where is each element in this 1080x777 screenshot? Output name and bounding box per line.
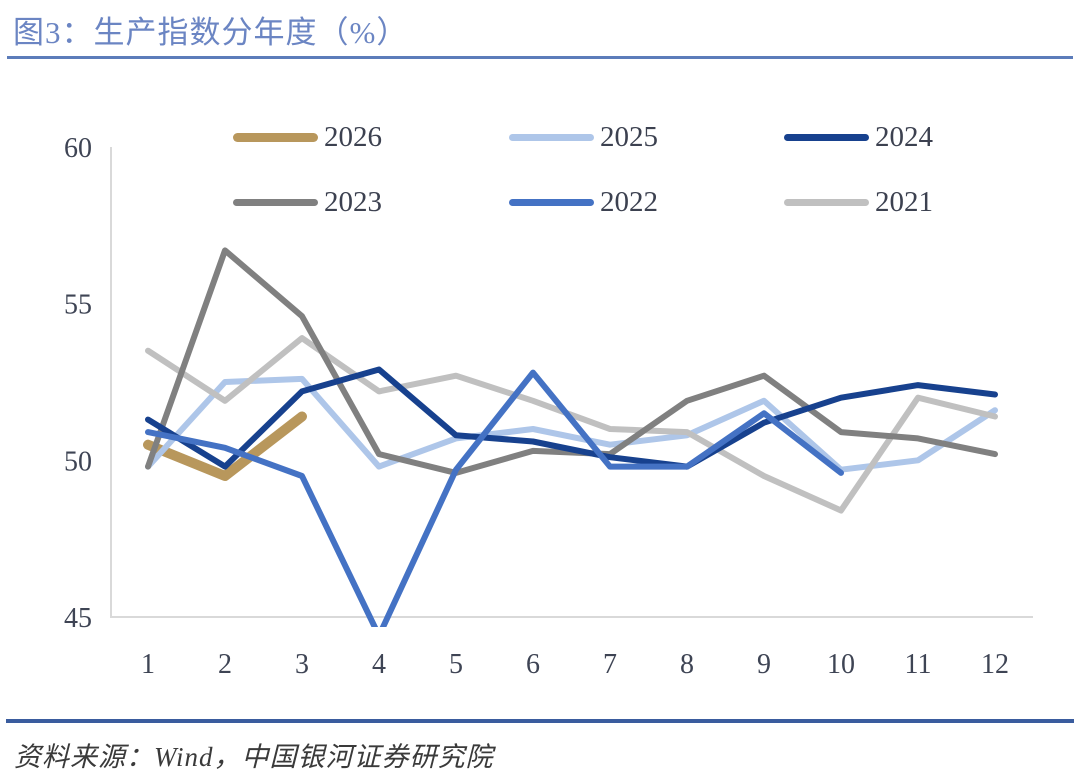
legend-swatch-2021 (784, 198, 869, 206)
figure-bottom-rule (6, 719, 1074, 723)
legend-label-2026: 2026 (324, 120, 382, 153)
x-tick-label: 10 (827, 649, 855, 680)
legend-label-2021: 2021 (875, 185, 933, 218)
y-tick-label: 60 (64, 133, 92, 164)
series-line-2024 (145, 366, 998, 470)
y-tick-label: 55 (64, 290, 92, 321)
x-tick-label: 12 (981, 649, 1009, 680)
legend-item-2021: 2021 (784, 186, 933, 218)
y-tick-label: 50 (64, 446, 92, 477)
legend-swatch-2023 (233, 198, 318, 206)
source-note: 资料来源：Wind，中国银河证券研究院 (14, 742, 494, 772)
legend-item-2022: 2022 (509, 186, 658, 218)
axis-lines (110, 147, 1033, 618)
legend-swatch-2024 (784, 133, 869, 141)
x-tick-label: 4 (372, 649, 386, 680)
legend-item-2023: 2023 (233, 186, 382, 218)
legend-label-2023: 2023 (324, 185, 382, 218)
legend-swatch-2026 (233, 132, 318, 142)
x-tick-label: 5 (449, 649, 463, 680)
legend-item-2026: 2026 (233, 121, 382, 153)
legend-swatch-2025 (509, 133, 594, 141)
legend-item-2025: 2025 (509, 121, 658, 153)
x-tick-label: 8 (680, 649, 694, 680)
x-tick-label: 2 (218, 649, 232, 680)
x-tick-label: 7 (603, 649, 617, 680)
legend-item-2024: 2024 (784, 121, 933, 153)
series-line-2026 (143, 411, 307, 481)
series-line-2025 (145, 375, 998, 473)
title-underline-rule (7, 56, 1073, 59)
legend-label-2025: 2025 (600, 120, 658, 153)
x-tick-label: 6 (526, 649, 540, 680)
x-tick-label: 9 (757, 649, 771, 680)
legend-label-2024: 2024 (875, 120, 933, 153)
y-tick-label: 45 (64, 603, 92, 634)
figure-title: 图3：生产指数分年度（%） (13, 15, 409, 50)
series-line-2023 (145, 247, 998, 476)
x-tick-label: 3 (295, 649, 309, 680)
series-line-2022 (145, 369, 844, 627)
x-tick-label: 1 (141, 649, 155, 680)
legend-label-2022: 2022 (600, 185, 658, 218)
legend-swatch-2022 (509, 198, 594, 206)
x-tick-label: 11 (905, 649, 932, 680)
